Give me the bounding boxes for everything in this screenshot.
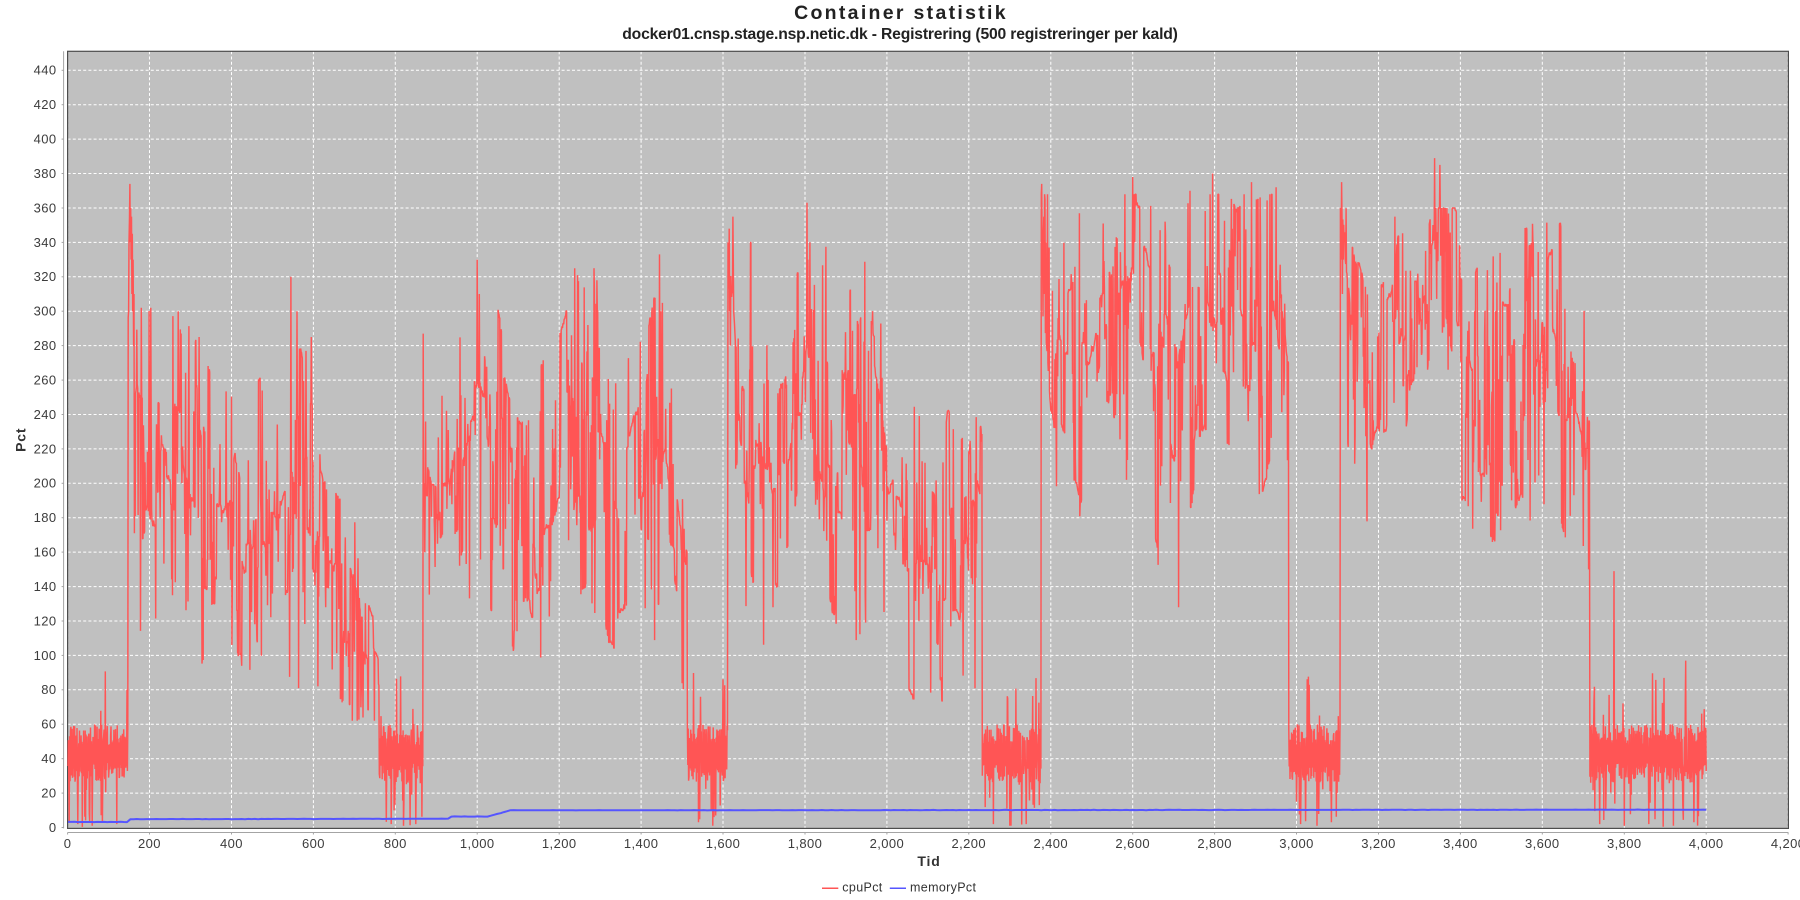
svg-text:20: 20	[41, 786, 56, 801]
svg-text:440: 440	[34, 63, 57, 78]
svg-text:2,200: 2,200	[952, 836, 987, 851]
svg-text:3,800: 3,800	[1607, 836, 1642, 851]
svg-text:80: 80	[41, 682, 56, 697]
svg-text:docker01.cnsp.stage.nsp.netic.: docker01.cnsp.stage.nsp.netic.dk - Regis…	[622, 26, 1177, 43]
svg-text:1,800: 1,800	[788, 836, 823, 851]
svg-text:240: 240	[34, 407, 57, 422]
svg-text:0: 0	[49, 820, 57, 835]
svg-text:Pct: Pct	[13, 428, 29, 452]
svg-text:100: 100	[34, 648, 57, 663]
svg-text:400: 400	[34, 132, 57, 147]
svg-text:3,200: 3,200	[1361, 836, 1396, 851]
svg-text:3,600: 3,600	[1525, 836, 1560, 851]
svg-text:2,000: 2,000	[870, 836, 905, 851]
svg-text:320: 320	[34, 269, 57, 284]
svg-text:60: 60	[41, 717, 56, 732]
svg-text:2,400: 2,400	[1034, 836, 1069, 851]
svg-text:2,800: 2,800	[1197, 836, 1232, 851]
svg-text:Container statistik: Container statistik	[794, 2, 1008, 24]
svg-text:3,400: 3,400	[1443, 836, 1478, 851]
svg-text:200: 200	[138, 836, 161, 851]
svg-text:1,600: 1,600	[706, 836, 741, 851]
svg-text:600: 600	[302, 836, 325, 851]
svg-text:400: 400	[220, 836, 243, 851]
svg-text:420: 420	[34, 97, 57, 112]
svg-text:360: 360	[34, 200, 57, 215]
svg-text:280: 280	[34, 338, 57, 353]
svg-text:1,000: 1,000	[460, 836, 495, 851]
svg-text:1,400: 1,400	[624, 836, 659, 851]
svg-text:4,200: 4,200	[1771, 836, 1800, 851]
svg-text:4,000: 4,000	[1689, 836, 1724, 851]
svg-text:cpuPct: cpuPct	[842, 881, 882, 895]
svg-text:1,200: 1,200	[542, 836, 577, 851]
svg-text:memoryPct: memoryPct	[910, 881, 977, 895]
svg-text:180: 180	[34, 510, 57, 525]
svg-text:200: 200	[34, 476, 57, 491]
svg-text:380: 380	[34, 166, 57, 181]
svg-text:220: 220	[34, 441, 57, 456]
svg-text:0: 0	[64, 836, 72, 851]
svg-text:800: 800	[384, 836, 407, 851]
svg-text:260: 260	[34, 373, 57, 388]
svg-text:140: 140	[34, 579, 57, 594]
svg-text:340: 340	[34, 235, 57, 250]
svg-text:300: 300	[34, 304, 57, 319]
svg-text:3,000: 3,000	[1279, 836, 1314, 851]
svg-text:160: 160	[34, 545, 57, 560]
svg-text:Tid: Tid	[917, 853, 940, 869]
svg-text:120: 120	[34, 613, 57, 628]
svg-text:2,600: 2,600	[1115, 836, 1150, 851]
svg-text:40: 40	[41, 751, 56, 766]
